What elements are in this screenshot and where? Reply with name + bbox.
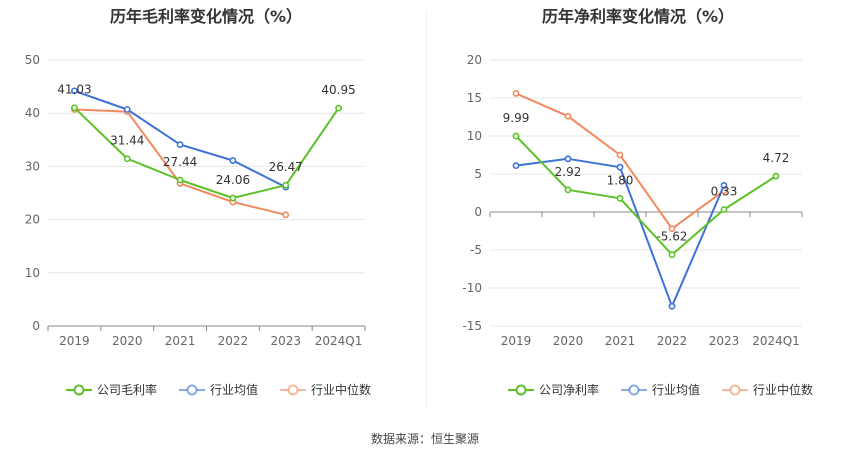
legend-marker: [515, 384, 527, 396]
data-point: [668, 302, 676, 310]
data-label: -5.62: [656, 230, 687, 244]
y-tick-label: 10: [25, 266, 40, 280]
chart-title: 历年净利率变化情况（%）: [542, 7, 734, 26]
data-point: [616, 151, 624, 159]
legend-marker: [186, 384, 198, 396]
data-point: [123, 155, 131, 163]
y-tick-label: 50: [25, 53, 40, 67]
data-label: 2.92: [555, 165, 582, 179]
y-tick-label: 0: [32, 319, 40, 333]
data-label: 9.99: [503, 111, 530, 125]
y-tick-label: 15: [467, 91, 482, 105]
data-point: [772, 172, 780, 180]
data-point: [176, 176, 184, 184]
y-tick-label: 10: [467, 129, 482, 143]
x-tick-label: 2023: [270, 334, 301, 348]
data-label: 4.72: [763, 151, 790, 165]
x-tick-label: 2023: [709, 334, 740, 348]
legend-marker: [729, 384, 741, 396]
x-tick-label: 2022: [218, 334, 249, 348]
y-tick-label: 40: [25, 106, 40, 120]
data-label: 40.95: [321, 83, 355, 97]
data-label: 41.03: [57, 83, 91, 97]
y-tick-label: 20: [25, 213, 40, 227]
data-point: [229, 194, 237, 202]
data-point: [668, 225, 676, 233]
data-point: [616, 194, 624, 202]
y-tick-label: 30: [25, 159, 40, 173]
data-label: 27.44: [163, 155, 197, 169]
data-point: [616, 163, 624, 171]
legend-marker: [73, 384, 85, 396]
y-tick-label: -15: [462, 319, 482, 333]
x-tick-label: 2022: [657, 334, 688, 348]
data-point: [335, 104, 342, 112]
data-label: 26.47: [269, 160, 303, 174]
x-tick-label: 2019: [59, 334, 90, 348]
legend-label: 行业中位数: [311, 382, 371, 397]
x-tick-label: 2024Q1: [315, 334, 363, 348]
data-point: [229, 157, 237, 164]
data-point: [282, 181, 290, 189]
data-point: [176, 141, 184, 148]
data-label: 24.06: [216, 173, 250, 187]
data-label: 0.33: [711, 184, 738, 198]
legend-marker: [287, 384, 299, 396]
x-tick-label: 2019: [501, 334, 532, 348]
y-tick-label: -10: [462, 281, 482, 295]
data-label: 31.44: [110, 134, 144, 148]
chart-title: 历年毛利率变化情况（%）: [110, 7, 302, 26]
data-point: [720, 206, 728, 213]
x-tick-label: 2021: [165, 334, 196, 348]
data-point: [123, 106, 131, 113]
series-line: [73, 106, 340, 199]
y-tick-label: 20: [467, 53, 482, 67]
data-point: [512, 162, 520, 170]
y-tick-label: 0: [474, 205, 482, 219]
y-tick-label: 5: [474, 167, 482, 181]
x-tick-label: 2024Q1: [752, 334, 800, 348]
data-point: [71, 87, 78, 95]
data-point: [564, 112, 572, 120]
data-label: 1.80: [607, 173, 634, 187]
chart-divider: [426, 12, 427, 407]
y-tick-label: -5: [470, 243, 482, 257]
x-tick-label: 2021: [605, 334, 636, 348]
x-tick-label: 2020: [553, 334, 584, 348]
series-line: [515, 135, 777, 256]
data-source-label: 数据来源：恒生聚源: [370, 432, 479, 446]
legend-label: 公司净利率: [539, 382, 599, 397]
x-tick-label: 2020: [112, 334, 143, 348]
data-point: [720, 181, 728, 189]
data-point: [512, 132, 520, 140]
legend-label: 行业中位数: [753, 382, 813, 397]
data-point: [564, 155, 572, 163]
data-point: [668, 251, 676, 259]
data-point: [71, 104, 78, 112]
legend-label: 公司毛利率: [97, 382, 157, 397]
legend-label: 行业均值: [652, 382, 700, 397]
data-point: [564, 186, 572, 194]
legend-label: 行业均值: [210, 382, 258, 397]
data-point: [512, 90, 520, 97]
legend-marker: [628, 384, 640, 396]
data-point: [282, 211, 290, 219]
